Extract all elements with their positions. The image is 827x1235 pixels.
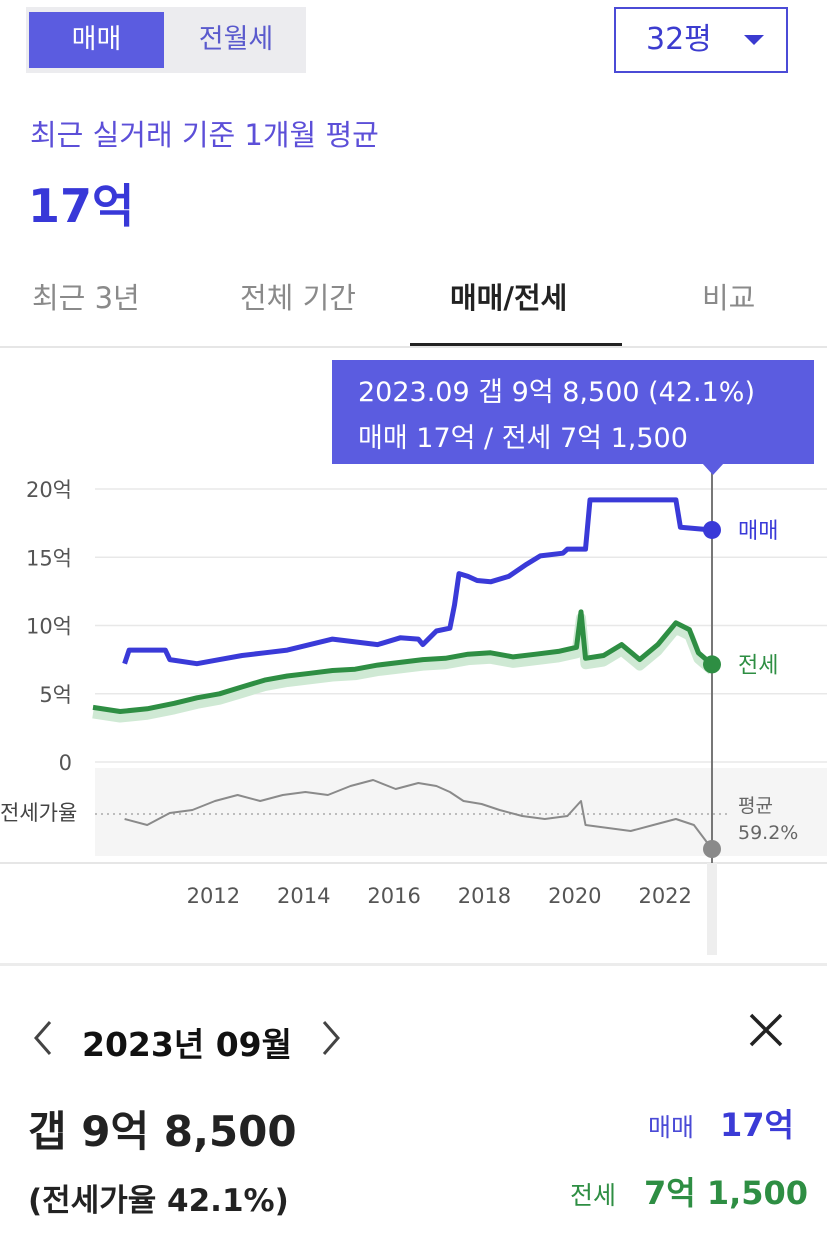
ratio-endpoint — [703, 840, 721, 858]
tab-selected-indicator — [410, 343, 622, 346]
y-tick-label: 0 — [59, 751, 72, 775]
tab-recent-3y[interactable]: 최근 3년 — [32, 281, 140, 315]
close-detail-button[interactable] — [748, 1008, 784, 1059]
tab-sale-rent[interactable]: 매매/전세 — [450, 281, 568, 315]
tab-compare[interactable]: 비교 — [702, 281, 756, 315]
price-subtitle: 최근 실거래 기준 1개월 평균 — [30, 118, 379, 152]
deal-type-toggle: 매매 전월세 — [26, 7, 306, 73]
detail-gap: 갭 9억 8,500 — [28, 1107, 297, 1156]
sale-series-label: 매매 — [738, 519, 778, 544]
close-icon — [749, 1013, 783, 1047]
ratio-average-value: 59.2% — [738, 822, 798, 844]
sale-toggle-button[interactable]: 매매 — [29, 12, 164, 68]
chevron-down-icon — [744, 35, 764, 45]
y-tick-label: 15억 — [26, 546, 72, 570]
detail-sale-label: 매매 — [648, 1113, 695, 1142]
x-tick-label: 2020 — [548, 884, 601, 908]
tab-divider — [0, 346, 827, 348]
x-tick-label: 2014 — [277, 884, 330, 908]
tooltip-price-line: 매매 17억 / 전세 7억 1,500 — [358, 423, 688, 454]
rent-toggle-button[interactable]: 전월세 — [198, 24, 274, 55]
detail-ratio: (전세가율 42.1%) — [28, 1183, 289, 1219]
detail-month: 2023년 09월 — [82, 1025, 292, 1064]
rent-price-line — [92, 609, 714, 714]
rent-endpoint — [703, 655, 721, 674]
y-tick-label: 10억 — [26, 615, 72, 639]
ratio-average-title: 평균 — [738, 795, 773, 817]
sale-price-line — [122, 497, 713, 667]
tooltip-pointer — [702, 463, 724, 475]
cursor-track — [707, 863, 717, 955]
x-tick-label: 2022 — [638, 884, 691, 908]
average-price: 17억 — [28, 179, 135, 233]
chevron-right-icon — [322, 1021, 340, 1055]
chevron-left-icon — [34, 1021, 52, 1055]
detail-sale-value: 17억 — [720, 1106, 794, 1144]
sale-endpoint — [703, 520, 721, 539]
detail-rent-value: 7억 1,500 — [644, 1174, 809, 1212]
ratio-axis-label: 전세가율 — [0, 801, 77, 825]
chart-tooltip: 2023.09 갭 9억 8,500 (42.1%) 매매 17억 / 전세 7… — [332, 360, 814, 464]
price-chart[interactable]: 20억 15억 10억 5억 0 전세가율 2012 2014 2016 2018 2020 2022… — [0, 350, 827, 962]
detail-rent-label: 전세 — [570, 1181, 617, 1210]
area-dropdown[interactable]: 32평 — [614, 7, 788, 73]
next-month-button[interactable] — [318, 1018, 344, 1067]
prev-month-button[interactable] — [30, 1018, 56, 1067]
rent-range-band — [92, 612, 716, 723]
y-tick-label: 5억 — [39, 683, 72, 707]
x-tick-label: 2018 — [458, 884, 511, 908]
x-tick-label: 2012 — [187, 884, 240, 908]
y-tick-label: 20억 — [26, 478, 72, 502]
tooltip-gap-line: 2023.09 갭 9억 8,500 (42.1%) — [358, 377, 755, 408]
x-tick-label: 2016 — [367, 884, 420, 908]
rent-series-label: 전세 — [738, 653, 778, 678]
section-divider — [0, 963, 827, 966]
tab-all-period[interactable]: 전체 기간 — [240, 281, 356, 315]
area-dropdown-label: 32평 — [646, 22, 712, 57]
rent-ratio-line — [124, 779, 713, 850]
